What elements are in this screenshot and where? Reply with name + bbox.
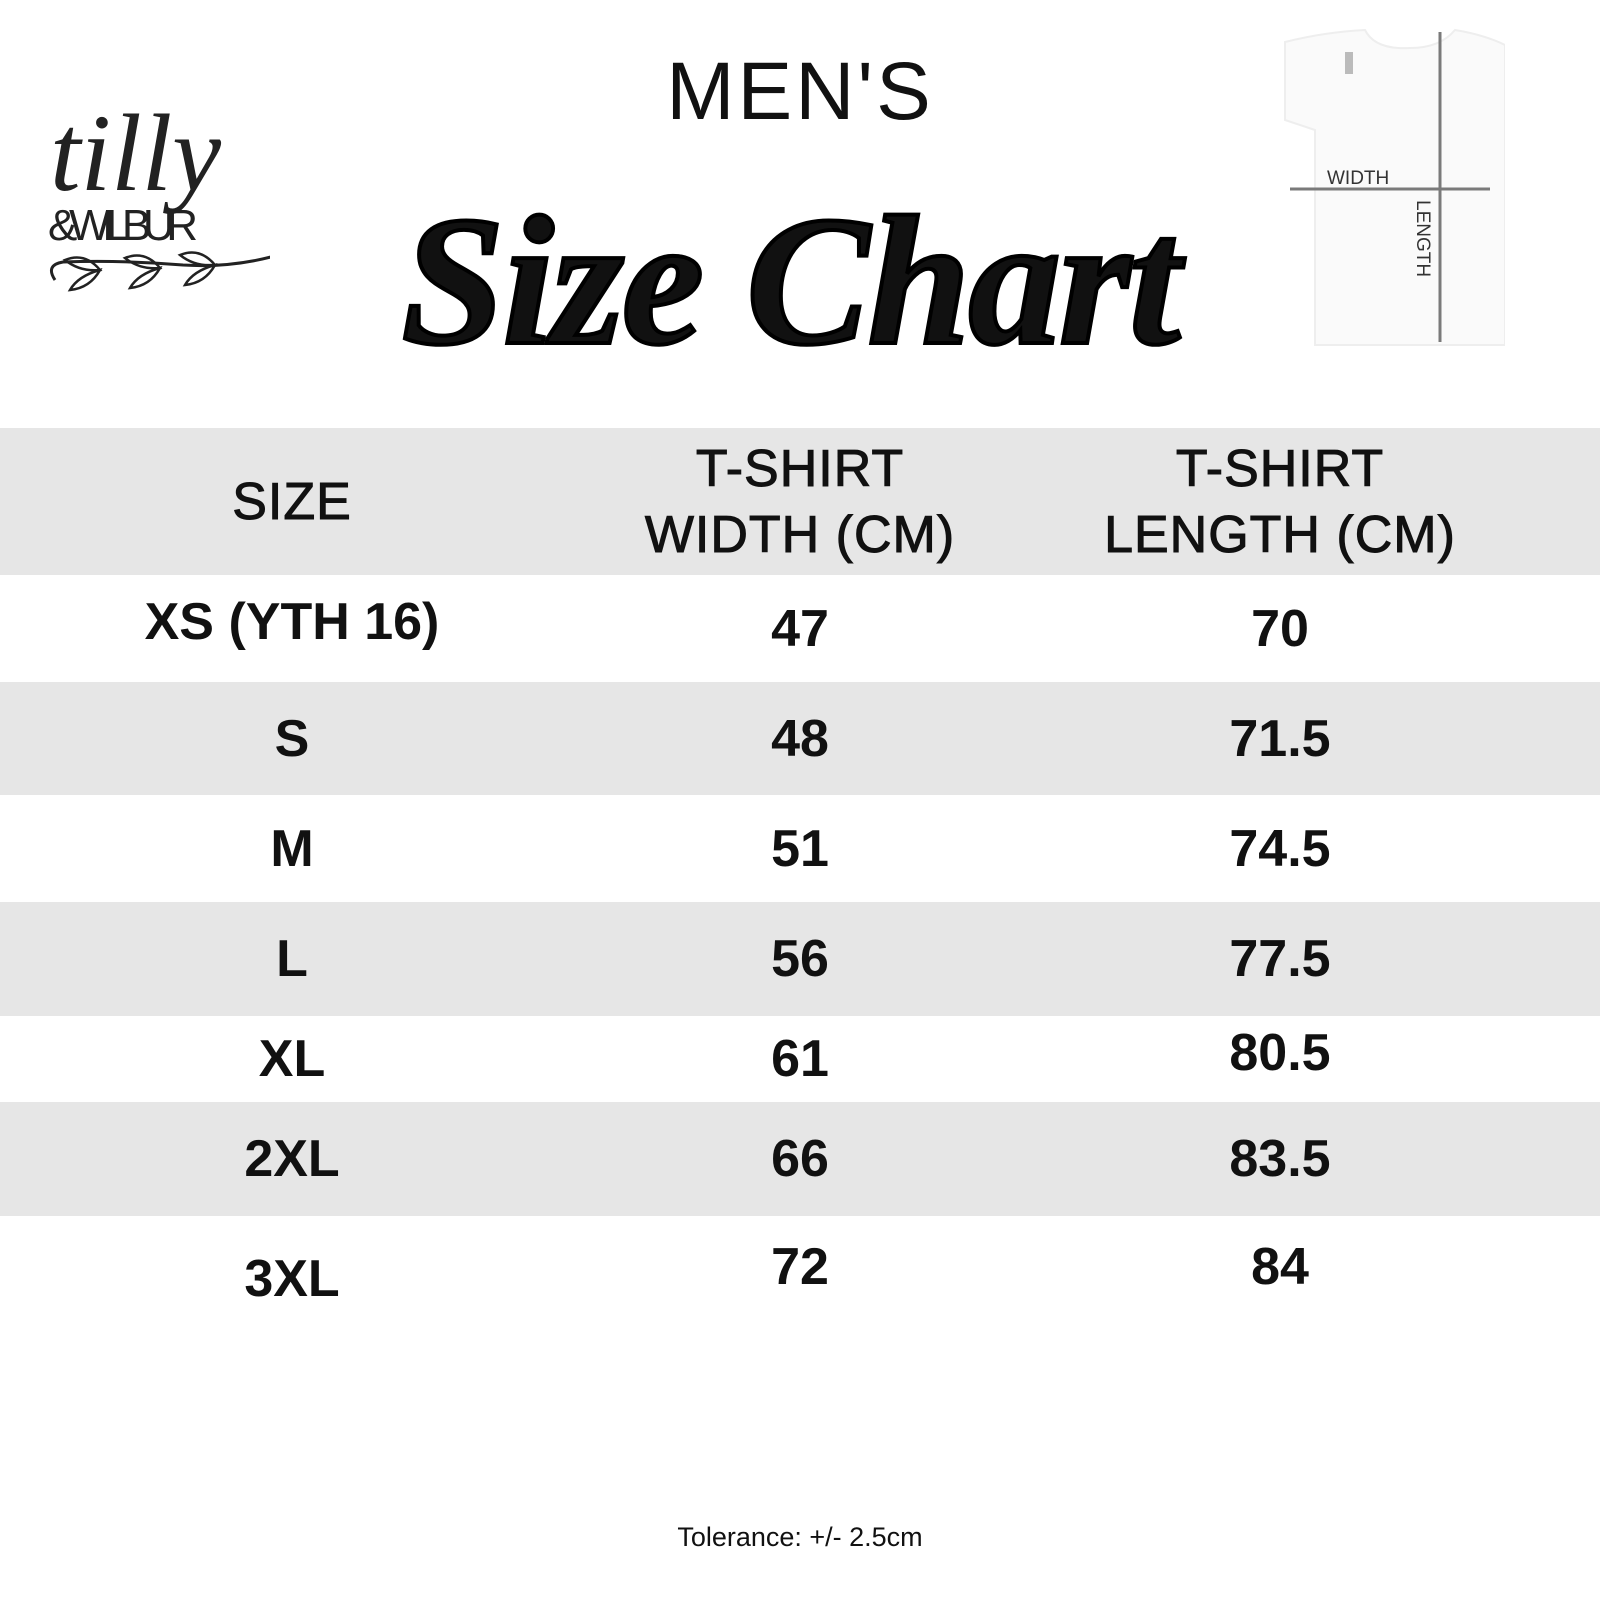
size-cell: 2XL [244, 1130, 340, 1188]
width-cell: 61 [771, 1030, 829, 1088]
table-row: 2XL 66 83.5 [0, 1102, 1600, 1216]
svg-text:tilly: tilly [50, 92, 221, 214]
length-cell: 83.5 [1229, 1130, 1331, 1188]
header-length: T-SHIRT LENGTH (CM) [1104, 439, 1456, 564]
size-cell: M [270, 819, 314, 878]
table-row: 3XL 72 84 [0, 1216, 1600, 1330]
table-row: S 48 71.5 [0, 682, 1600, 795]
header-width: T-SHIRT WIDTH (CM) [644, 439, 956, 564]
size-cell: XL [258, 1030, 326, 1088]
tilly-wilbur-logo: tilly &WILBUR [48, 92, 270, 292]
table-row: XL 61 80.5 [0, 1016, 1600, 1102]
width-cell: 66 [771, 1130, 829, 1188]
subtitle: MEN'S [666, 46, 934, 137]
length-cell: 84 [1251, 1238, 1309, 1296]
svg-text:&WILBUR: &WILBUR [48, 201, 198, 250]
table-header: SIZE T-SHIRT WIDTH (CM) T-SHIRT LENGTH (… [0, 428, 1600, 575]
size-cell: 3XL [244, 1250, 340, 1308]
header-size: SIZE [232, 472, 352, 531]
table-row: M 51 74.5 [0, 795, 1600, 902]
size-cell: S [274, 709, 310, 768]
size-cell: XS (YTH 16) [144, 592, 440, 651]
length-cell: 74.5 [1229, 819, 1331, 878]
width-cell: 56 [771, 930, 829, 988]
width-cell: 48 [771, 709, 829, 768]
size-cell: L [276, 930, 308, 988]
width-cell: 51 [771, 819, 829, 878]
length-cell: 77.5 [1229, 930, 1331, 988]
page-title: Size Chart [400, 177, 1183, 386]
width-cell: 47 [771, 599, 829, 658]
length-cell: 70 [1251, 599, 1309, 658]
length-cell: 80.5 [1229, 1024, 1331, 1082]
length-cell: 71.5 [1229, 709, 1331, 768]
width-label: WIDTH [1327, 168, 1389, 189]
tolerance-note: Tolerance: +/- 2.5cm [677, 1522, 923, 1552]
length-label: LENGTH [1412, 200, 1433, 277]
table-row: L 56 77.5 [0, 902, 1600, 1016]
width-cell: 72 [771, 1238, 829, 1296]
tshirt-diagram: WIDTH LENGTH [1284, 28, 1505, 346]
table-row: XS (YTH 16) 47 70 [0, 575, 1600, 682]
